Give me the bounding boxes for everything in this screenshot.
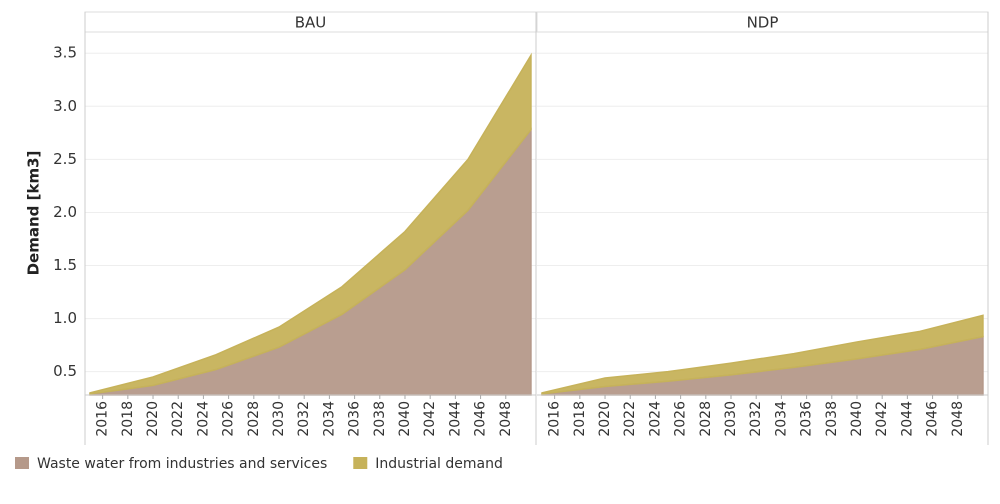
area: [541, 314, 984, 395]
y-tick-label: 1.5: [53, 256, 77, 274]
x-tick-label: 2036: [799, 401, 815, 437]
x-tick-label: 2044: [447, 401, 463, 437]
x-tick-label: 2022: [170, 401, 186, 437]
x-tick-label: 2024: [195, 401, 211, 437]
x-tick-label: 2026: [673, 401, 689, 437]
x-tick-label: 2032: [748, 401, 764, 437]
x-tick-label: 2024: [647, 401, 663, 437]
x-tick-label: 2034: [321, 401, 337, 437]
x-tick-label: 2026: [221, 401, 237, 437]
x-tick-label: 2030: [723, 401, 739, 437]
x-tick-label: 2018: [120, 401, 136, 437]
legend-label: Industrial demand: [375, 456, 503, 472]
legend-label: Waste water from industries and services: [37, 456, 327, 472]
x-tick-label: 2048: [498, 401, 514, 437]
x-tick-label: 2040: [397, 401, 413, 437]
y-tick-label: 2.5: [53, 150, 77, 168]
x-tick-label: 2030: [271, 401, 287, 437]
x-tick-label: 2048: [950, 401, 966, 437]
x-tick-label: 2018: [572, 401, 588, 437]
panel-title: BAU: [295, 14, 327, 32]
area: [89, 52, 532, 395]
x-tick-label: 2028: [246, 401, 262, 437]
y-tick-label: 2.0: [53, 203, 77, 221]
x-tick-label: 2036: [347, 401, 363, 437]
x-tick-label: 2034: [773, 401, 789, 437]
x-tick-label: 2020: [145, 401, 161, 437]
panel-title: NDP: [747, 14, 779, 32]
x-tick-label: 2016: [95, 401, 111, 437]
x-tick-label: 2044: [899, 401, 915, 437]
y-axis-label: Demand [km3]: [25, 151, 43, 276]
x-tick-label: 2016: [547, 401, 563, 437]
x-tick-label: 2040: [849, 401, 865, 437]
x-tick-label: 2038: [372, 401, 388, 437]
x-tick-label: 2042: [874, 401, 890, 437]
y-tick-label: 3.5: [53, 44, 77, 62]
y-tick-label: 3.0: [53, 97, 77, 115]
x-tick-label: 2028: [698, 401, 714, 437]
x-tick-label: 2046: [473, 401, 489, 437]
x-tick-label: 2046: [925, 401, 941, 437]
x-tick-label: 2020: [597, 401, 613, 437]
x-tick-label: 2042: [422, 401, 438, 437]
x-tick-label: 2038: [824, 401, 840, 437]
y-tick-label: 1.0: [53, 309, 77, 327]
legend-swatch: [15, 457, 29, 469]
y-tick-label: 0.5: [53, 362, 77, 380]
x-tick-label: 2022: [622, 401, 638, 437]
legend-swatch: [353, 457, 368, 469]
x-tick-label: 2032: [296, 401, 312, 437]
